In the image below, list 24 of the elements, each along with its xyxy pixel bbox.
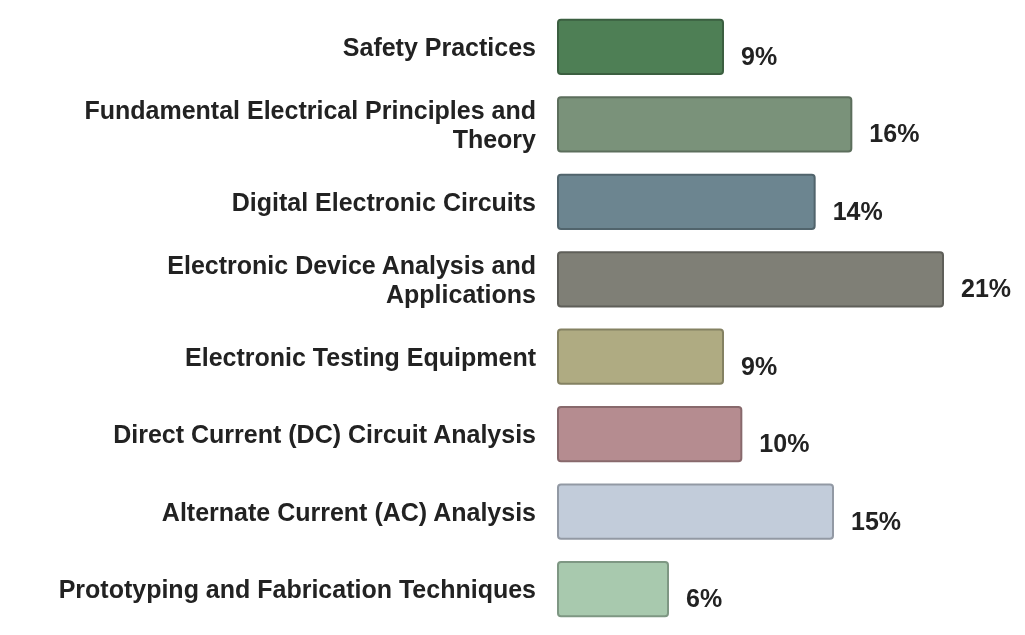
data-label: 14% <box>832 196 883 225</box>
bar <box>557 18 724 75</box>
data-label: 10% <box>759 429 810 458</box>
data-label: 6% <box>686 584 723 613</box>
bar <box>557 251 944 308</box>
bar <box>557 561 669 618</box>
y-tick-label: Fundamental Electrical Principles and Theory <box>84 95 537 153</box>
data-label: 21% <box>961 274 1012 303</box>
data-label: 9% <box>741 351 778 380</box>
bar <box>557 406 743 463</box>
data-label: 16% <box>869 119 920 148</box>
y-tick-label: Electronic Testing Equipment <box>185 342 537 371</box>
y-tick-label: Digital Electronic Circuits <box>231 187 536 216</box>
bar <box>557 173 816 230</box>
data-label: 9% <box>741 41 778 70</box>
bar <box>557 328 724 385</box>
bar <box>557 483 834 540</box>
y-tick-label: Prototyping and Fabrication Techniques <box>58 575 536 604</box>
y-tick-label: Alternate Current (AC) Analysis <box>161 497 536 526</box>
y-tick-label: Electronic Device Analysis and Applications <box>167 250 536 308</box>
y-tick-label: Direct Current (DC) Circuit Analysis <box>113 420 536 449</box>
bar <box>557 96 853 153</box>
y-tick-label: Safety Practices <box>342 32 536 61</box>
data-label: 15% <box>851 506 902 535</box>
